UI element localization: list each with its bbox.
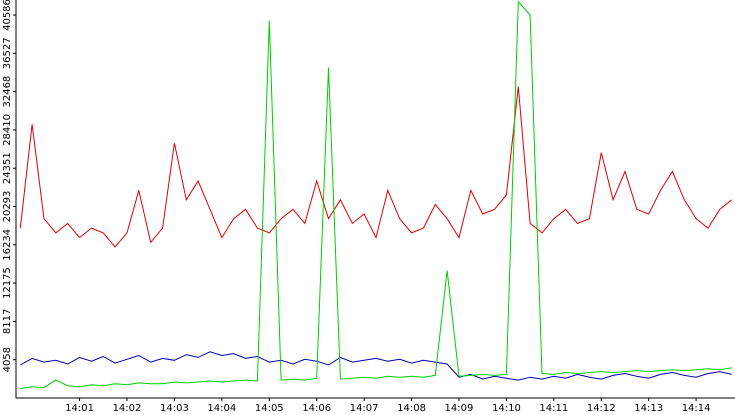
- y-tick-label: 16234: [2, 229, 13, 261]
- y-tick-label: 4058: [2, 347, 13, 372]
- y-tick-label: 24351: [2, 152, 13, 184]
- x-tick-label: 14:04: [207, 403, 236, 414]
- x-tick-label: 14:06: [302, 403, 331, 414]
- series-line: [19, 86, 733, 248]
- y-tick-label: 40586: [2, 0, 13, 31]
- x-tick-label: 14:09: [445, 403, 474, 414]
- x-tick-label: 14:08: [397, 403, 426, 414]
- x-tick-label: 14:03: [160, 403, 189, 414]
- y-tick-label: 12175: [2, 267, 13, 299]
- y-tick-label: 28410: [2, 114, 13, 146]
- series-line: [20, 351, 732, 381]
- x-tick-label: 14:10: [492, 403, 521, 414]
- x-tick-label: 14:07: [350, 403, 379, 414]
- y-tick-label: 32468: [2, 76, 13, 108]
- x-tick-label: 14:05: [255, 403, 284, 414]
- x-tick-label: 14:02: [113, 403, 142, 414]
- x-tick-label: 14:12: [587, 403, 616, 414]
- series-line: [20, 0, 732, 390]
- y-tick-label: 36527: [2, 37, 13, 69]
- y-tick-label: 8117: [2, 309, 13, 334]
- y-tick-label: 20293: [2, 191, 13, 223]
- x-tick-label: 14:14: [682, 403, 711, 414]
- x-tick-label: 14:13: [634, 403, 663, 414]
- x-tick-label: 14:11: [539, 403, 568, 414]
- x-tick-label: 14:01: [65, 403, 94, 414]
